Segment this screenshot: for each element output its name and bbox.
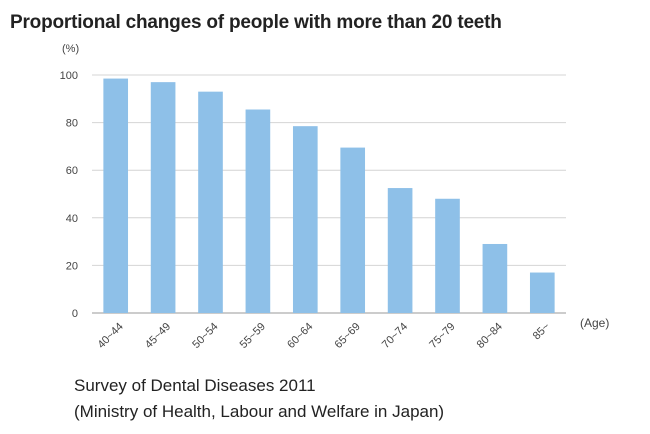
x-tick-label: 55~59: [238, 321, 268, 351]
x-tick-label: 50~54: [190, 321, 220, 351]
y-tick-label: 20: [66, 260, 78, 272]
bar-60~64: [292, 126, 318, 313]
x-tick-label: 65~69: [332, 321, 362, 351]
bar-80~84: [482, 243, 508, 313]
x-tick-label: 70~74: [380, 321, 410, 351]
x-tick-label: 45~49: [143, 321, 173, 351]
y-axis-unit-label: (%): [62, 43, 80, 55]
y-tick-label: 0: [72, 308, 78, 320]
y-tick-label: 40: [66, 213, 78, 225]
bar-85~: [529, 272, 555, 313]
bar-50~54: [198, 91, 223, 313]
x-axis-ticks: 40~44 45~49 50~54 55~59 60~64 65~69 70~74 75~79…: [95, 321, 552, 351]
bar-65~69: [340, 147, 366, 313]
bar-40~44: [103, 78, 129, 313]
bar-55~59: [245, 109, 271, 313]
bars: [103, 78, 555, 313]
chart-title: Proportional changes of people with more…: [10, 12, 502, 33]
bar-70~74: [387, 188, 413, 313]
x-tick-label: 60~64: [285, 321, 315, 351]
x-axis-unit-label: (Age): [580, 316, 610, 330]
x-tick-label: 80~84: [475, 321, 505, 351]
bar-75~79: [435, 198, 460, 313]
x-tick-label: 40~44: [95, 321, 125, 351]
source-ministry: (Ministry of Health, Labour and Welfare …: [74, 402, 445, 421]
y-axis-ticks: 0 20 40 60 80 100: [60, 70, 78, 320]
y-tick-label: 60: [66, 165, 78, 177]
y-tick-label: 80: [66, 118, 78, 130]
source-citation: Survey of Dental Diseases 2011: [74, 376, 316, 395]
bar-45~49: [150, 82, 176, 313]
y-tick-label: 100: [60, 70, 78, 82]
x-tick-label: 75~79: [427, 321, 457, 351]
x-tick-label: 85~: [531, 321, 553, 343]
